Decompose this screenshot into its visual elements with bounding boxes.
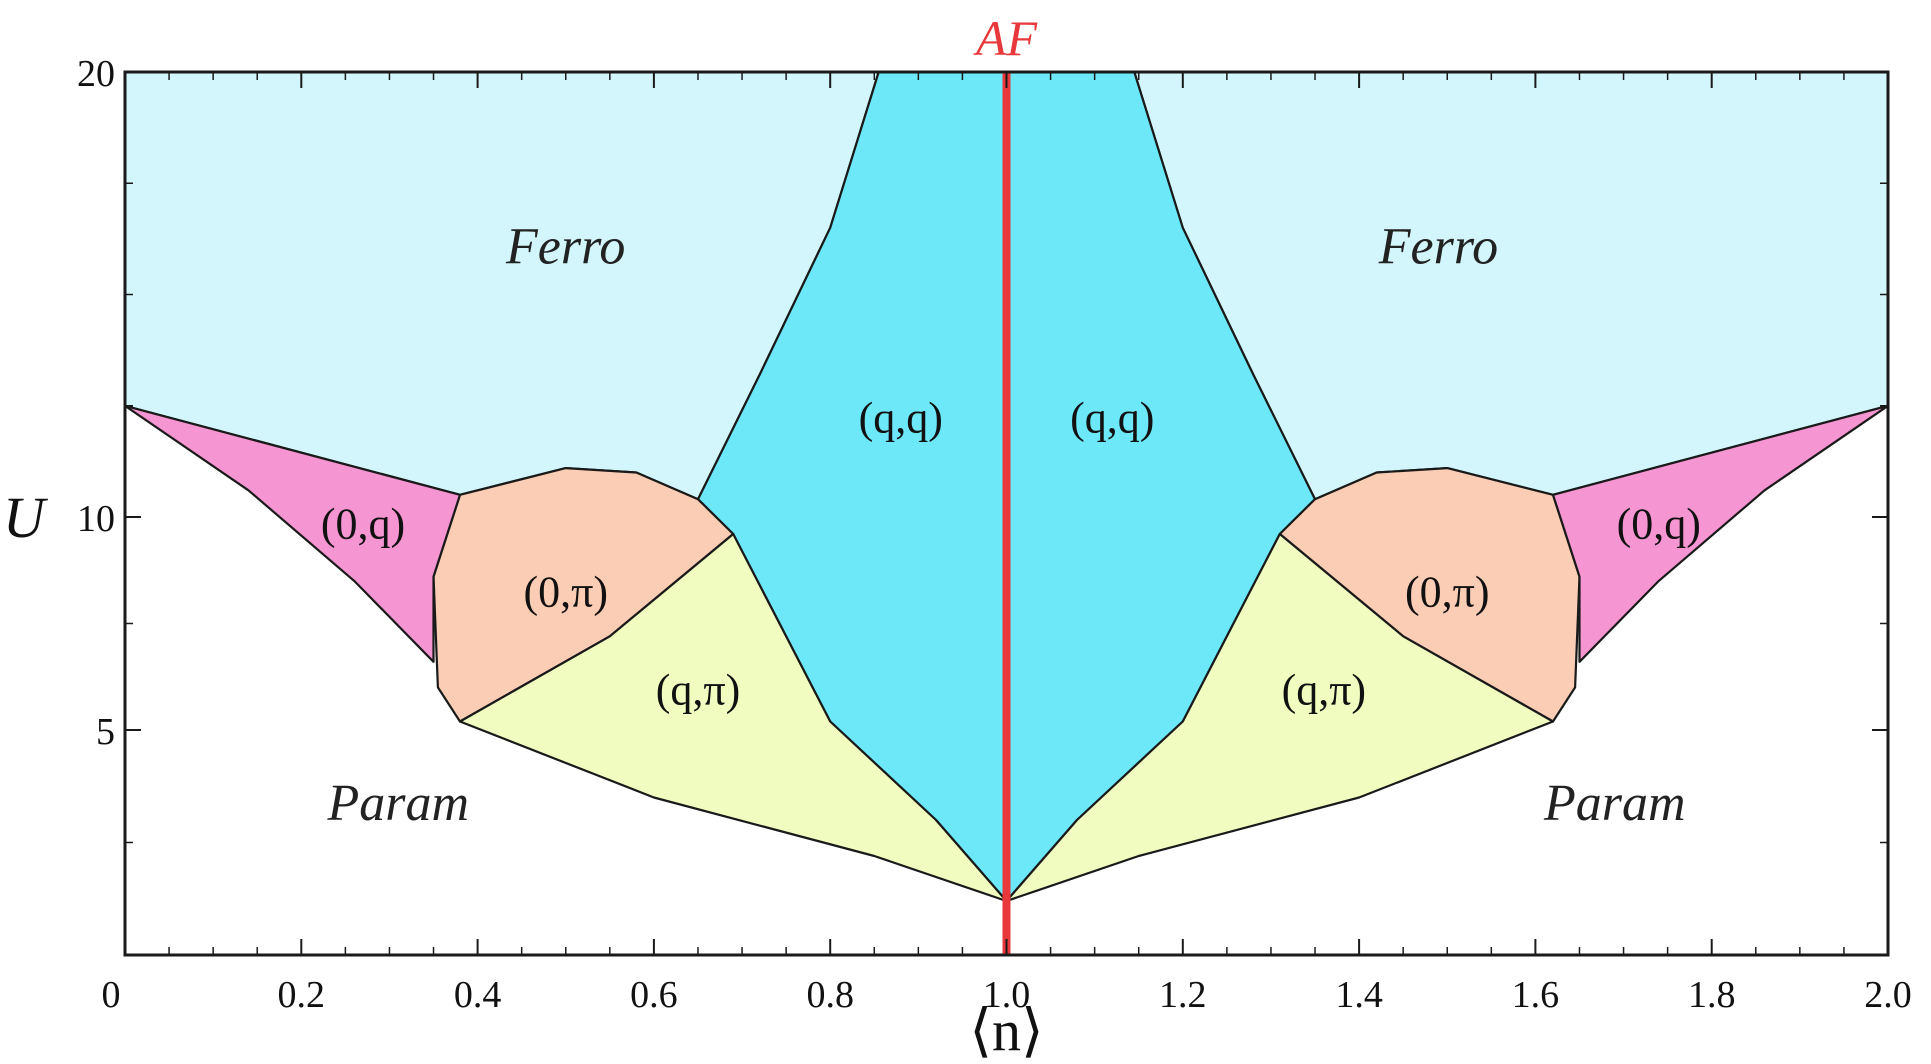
x-tick-label: 1.4 — [1335, 974, 1383, 1016]
region-q-pi-left — [458, 532, 1008, 903]
y-tick-label: 5 — [96, 711, 115, 753]
x-tick-label: 2.0 — [1864, 974, 1912, 1016]
region-label: (0,q) — [1617, 499, 1701, 548]
region-label: Param — [326, 775, 469, 832]
y-tick-label: 10 — [77, 498, 115, 540]
x-tick-label: 1.2 — [1159, 974, 1207, 1016]
x-tick-label: 0.6 — [630, 974, 678, 1016]
x-tick-label: 0.2 — [278, 974, 326, 1016]
x-tick-label: 0 — [102, 974, 121, 1016]
af-label: AF — [973, 10, 1038, 66]
axis-ticks: 0 0.2 0.4 0.6 0.8 1.0 1.2 1.4 1.6 1.8 2.0 5 10 20 — [77, 53, 1912, 1016]
x-tick-label: 1.8 — [1688, 974, 1736, 1016]
x-tick-label: 0.4 — [454, 974, 502, 1016]
region-label: Ferro — [1378, 218, 1498, 275]
region-label: Param — [1543, 775, 1686, 832]
region-label: (0,π) — [1405, 567, 1490, 616]
region-q-pi-right — [1005, 532, 1555, 903]
y-axis-title: U — [3, 485, 49, 550]
phase-regions — [123, 70, 1890, 903]
region-label: (q,q) — [1070, 393, 1154, 442]
region-label: Ferro — [505, 218, 625, 275]
x-axis-title: ⟨n⟩ — [969, 998, 1043, 1063]
region-label: (0,π) — [523, 567, 608, 616]
region-label: (q,q) — [859, 393, 943, 442]
x-tick-label: 0.8 — [806, 974, 854, 1016]
x-tick-label: 1.0 — [983, 974, 1031, 1016]
region-labels: Ferro Ferro Param Param (0,q) (0,q) (0,π) (0,π)… — [321, 218, 1701, 832]
region-zero-q-left — [123, 404, 462, 663]
x-tick-label: 1.6 — [1512, 974, 1560, 1016]
region-zero-q-right — [1551, 404, 1890, 663]
region-label: (0,q) — [321, 499, 405, 548]
y-tick-label: 20 — [77, 53, 115, 95]
region-label: (q,π) — [1282, 665, 1367, 714]
region-label: (q,π) — [656, 665, 741, 714]
